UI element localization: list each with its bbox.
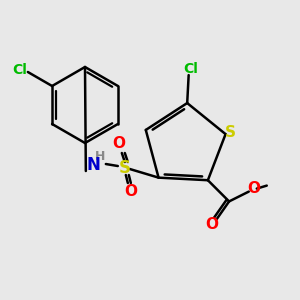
Text: O: O bbox=[247, 181, 260, 196]
Text: N: N bbox=[87, 156, 101, 174]
Text: O: O bbox=[124, 184, 137, 199]
Text: O: O bbox=[112, 136, 125, 151]
Text: H: H bbox=[94, 149, 105, 163]
Text: O: O bbox=[205, 217, 218, 232]
Text: S: S bbox=[225, 124, 236, 140]
Text: S: S bbox=[119, 159, 131, 177]
Text: Cl: Cl bbox=[183, 62, 198, 76]
Text: Cl: Cl bbox=[12, 63, 27, 77]
